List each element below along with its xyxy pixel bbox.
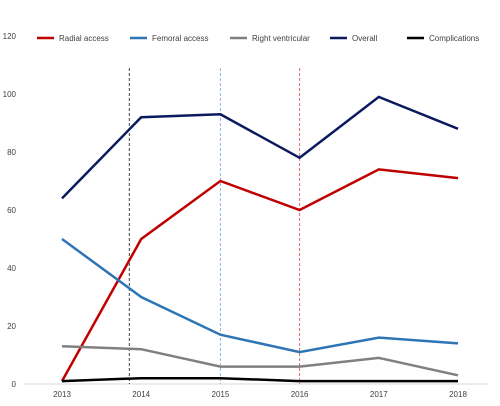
series-line-radial-access: [60, 168, 459, 382]
legend: Radial access Femoral access Right ventric…: [37, 34, 479, 43]
axes: 0 20 40 60 80 100 120 2013 2014 2015 2016 2017 2018: [3, 32, 488, 399]
y-tick-label: 100: [3, 90, 17, 99]
y-tick-label: 120: [3, 32, 17, 41]
y-tick-label: 80: [7, 148, 16, 157]
legend-label-femoral-access: Femoral access: [152, 34, 208, 43]
x-tick-label: 2018: [449, 390, 467, 399]
legend-label-right-ventricular: Right ventricular: [252, 34, 310, 43]
series-line-overall: [61, 95, 459, 200]
series-line-right-ventricular: [61, 345, 459, 377]
x-tick-label: 2016: [291, 390, 309, 399]
x-tick-label: 2014: [132, 390, 150, 399]
series-line-femoral-access: [61, 237, 459, 354]
y-tick-label: 40: [7, 264, 16, 273]
x-tick-label: 2017: [370, 390, 388, 399]
x-tick-label: 2013: [53, 390, 71, 399]
series-lines: [60, 95, 459, 383]
legend-label-complications: Complications: [429, 34, 479, 43]
legend-label-overall: Overall: [352, 34, 378, 43]
y-tick-label: 20: [7, 322, 16, 331]
y-tick-label: 0: [12, 380, 17, 389]
series-line-complications: [61, 376, 458, 383]
x-tick-label: 2015: [212, 390, 230, 399]
marker-lines: [128, 68, 301, 384]
y-tick-label: 60: [7, 206, 16, 215]
legend-label-radial-access: Radial access: [59, 34, 109, 43]
